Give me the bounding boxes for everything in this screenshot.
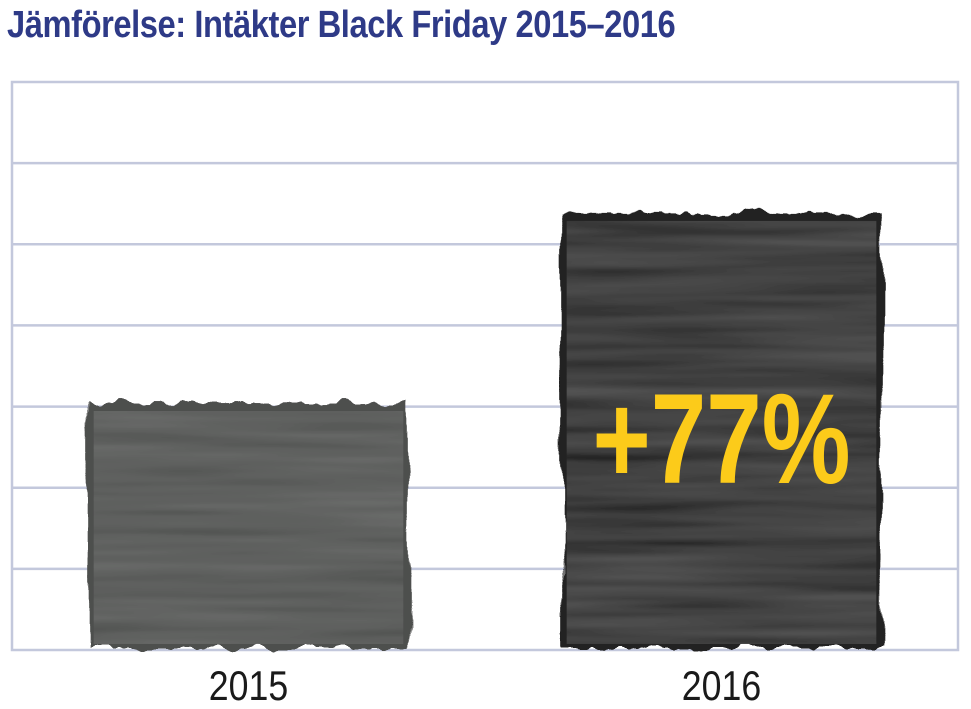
bar-2015 bbox=[87, 403, 410, 648]
annotation-label: +77% bbox=[592, 368, 850, 511]
x-tick-label: 2016 bbox=[682, 663, 761, 709]
chart-title: Jämförelse: Intäkter Black Friday 2015–2… bbox=[7, 4, 676, 46]
bars bbox=[87, 212, 883, 648]
plot-frame bbox=[10, 80, 960, 652]
x-axis-ticks: 2015 2016 bbox=[209, 663, 761, 709]
annotations: +77% bbox=[592, 368, 850, 511]
x-tick-label: 2015 bbox=[209, 663, 288, 709]
bar-2016 bbox=[560, 212, 883, 648]
plot-border bbox=[10, 80, 960, 652]
